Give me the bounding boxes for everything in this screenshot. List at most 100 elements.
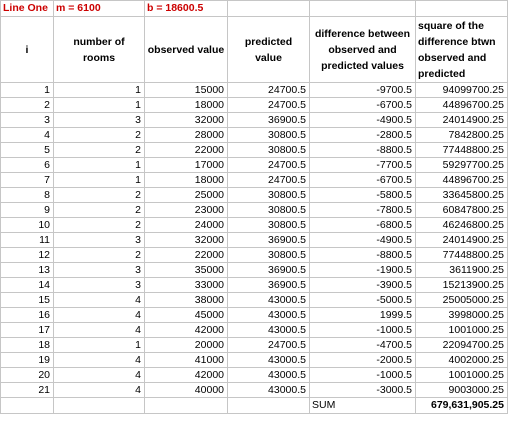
cell-predicted[interactable]: 30800.5 bbox=[227, 127, 310, 143]
cell-square[interactable]: 9003000.25 bbox=[415, 382, 508, 398]
cell-observed[interactable]: 33000 bbox=[144, 277, 228, 293]
header-square[interactable]: square of the difference btwn observed a… bbox=[415, 16, 508, 83]
cell-difference[interactable]: -6800.5 bbox=[309, 217, 416, 233]
cell-i[interactable]: 4 bbox=[0, 127, 54, 143]
cell-rooms[interactable]: 4 bbox=[53, 307, 145, 323]
cell-observed[interactable]: 32000 bbox=[144, 112, 228, 128]
cell-predicted[interactable]: 24700.5 bbox=[227, 82, 310, 98]
cell-rooms[interactable]: 2 bbox=[53, 142, 145, 158]
cell-square[interactable]: 77448800.25 bbox=[415, 247, 508, 263]
cell-i[interactable]: 16 bbox=[0, 307, 54, 323]
cell-difference[interactable]: -8800.5 bbox=[309, 247, 416, 263]
cell-predicted[interactable]: 24700.5 bbox=[227, 97, 310, 113]
cell-difference[interactable]: 1999.5 bbox=[309, 307, 416, 323]
cell-square[interactable]: 15213900.25 bbox=[415, 277, 508, 293]
cell-observed[interactable]: 45000 bbox=[144, 307, 228, 323]
cell-square[interactable]: 7842800.25 bbox=[415, 127, 508, 143]
cell-observed[interactable]: 22000 bbox=[144, 142, 228, 158]
sum-value[interactable]: 679,631,905.25 bbox=[415, 397, 508, 414]
header-predicted[interactable]: predicted value bbox=[227, 16, 310, 83]
cell-i[interactable]: 20 bbox=[0, 367, 54, 383]
cell-rooms[interactable]: 4 bbox=[53, 322, 145, 338]
header-i[interactable]: i bbox=[0, 16, 54, 83]
cell-difference[interactable]: -4900.5 bbox=[309, 232, 416, 248]
empty-cell[interactable] bbox=[227, 0, 310, 17]
cell-square[interactable]: 24014900.25 bbox=[415, 232, 508, 248]
cell-difference[interactable]: -1900.5 bbox=[309, 262, 416, 278]
cell-i[interactable]: 6 bbox=[0, 157, 54, 173]
slope-cell[interactable]: m = 6100 bbox=[53, 0, 145, 17]
intercept-cell[interactable]: b = 18600.5 bbox=[144, 0, 228, 17]
cell-predicted[interactable]: 43000.5 bbox=[227, 292, 310, 308]
header-rooms[interactable]: number of rooms bbox=[53, 16, 145, 83]
empty-cell[interactable] bbox=[227, 397, 310, 414]
cell-i[interactable]: 19 bbox=[0, 352, 54, 368]
cell-difference[interactable]: -8800.5 bbox=[309, 142, 416, 158]
cell-i[interactable]: 8 bbox=[0, 187, 54, 203]
sum-label[interactable]: SUM bbox=[309, 397, 416, 414]
cell-rooms[interactable]: 3 bbox=[53, 262, 145, 278]
cell-rooms[interactable]: 4 bbox=[53, 292, 145, 308]
cell-predicted[interactable]: 36900.5 bbox=[227, 112, 310, 128]
cell-predicted[interactable]: 30800.5 bbox=[227, 202, 310, 218]
empty-cell[interactable] bbox=[53, 397, 145, 414]
header-difference[interactable]: difference between observed and predicte… bbox=[309, 16, 416, 83]
cell-rooms[interactable]: 2 bbox=[53, 127, 145, 143]
cell-i[interactable]: 2 bbox=[0, 97, 54, 113]
cell-square[interactable]: 44896700.25 bbox=[415, 97, 508, 113]
cell-i[interactable]: 9 bbox=[0, 202, 54, 218]
cell-square[interactable]: 4002000.25 bbox=[415, 352, 508, 368]
cell-observed[interactable]: 20000 bbox=[144, 337, 228, 353]
cell-predicted[interactable]: 24700.5 bbox=[227, 157, 310, 173]
cell-rooms[interactable]: 3 bbox=[53, 112, 145, 128]
cell-rooms[interactable]: 2 bbox=[53, 217, 145, 233]
cell-square[interactable]: 77448800.25 bbox=[415, 142, 508, 158]
cell-predicted[interactable]: 43000.5 bbox=[227, 382, 310, 398]
cell-square[interactable]: 59297700.25 bbox=[415, 157, 508, 173]
cell-difference[interactable]: -9700.5 bbox=[309, 82, 416, 98]
cell-square[interactable]: 25005000.25 bbox=[415, 292, 508, 308]
cell-i[interactable]: 14 bbox=[0, 277, 54, 293]
cell-i[interactable]: 10 bbox=[0, 217, 54, 233]
cell-difference[interactable]: -7700.5 bbox=[309, 157, 416, 173]
cell-predicted[interactable]: 43000.5 bbox=[227, 367, 310, 383]
cell-square[interactable]: 22094700.25 bbox=[415, 337, 508, 353]
cell-i[interactable]: 12 bbox=[0, 247, 54, 263]
cell-square[interactable]: 1001000.25 bbox=[415, 322, 508, 338]
cell-rooms[interactable]: 2 bbox=[53, 187, 145, 203]
empty-cell[interactable] bbox=[144, 397, 228, 414]
cell-i[interactable]: 7 bbox=[0, 172, 54, 188]
cell-observed[interactable]: 25000 bbox=[144, 187, 228, 203]
cell-difference[interactable]: -2000.5 bbox=[309, 352, 416, 368]
cell-difference[interactable]: -5000.5 bbox=[309, 292, 416, 308]
cell-observed[interactable]: 32000 bbox=[144, 232, 228, 248]
cell-square[interactable]: 46246800.25 bbox=[415, 217, 508, 233]
cell-i[interactable]: 5 bbox=[0, 142, 54, 158]
cell-square[interactable]: 94099700.25 bbox=[415, 82, 508, 98]
cell-observed[interactable]: 42000 bbox=[144, 322, 228, 338]
cell-observed[interactable]: 22000 bbox=[144, 247, 228, 263]
cell-rooms[interactable]: 4 bbox=[53, 352, 145, 368]
cell-square[interactable]: 60847800.25 bbox=[415, 202, 508, 218]
cell-observed[interactable]: 24000 bbox=[144, 217, 228, 233]
cell-square[interactable]: 1001000.25 bbox=[415, 367, 508, 383]
cell-observed[interactable]: 38000 bbox=[144, 292, 228, 308]
cell-i[interactable]: 18 bbox=[0, 337, 54, 353]
cell-rooms[interactable]: 1 bbox=[53, 172, 145, 188]
cell-rooms[interactable]: 3 bbox=[53, 232, 145, 248]
cell-predicted[interactable]: 43000.5 bbox=[227, 352, 310, 368]
cell-predicted[interactable]: 36900.5 bbox=[227, 262, 310, 278]
cell-difference[interactable]: -6700.5 bbox=[309, 172, 416, 188]
cell-difference[interactable]: -3900.5 bbox=[309, 277, 416, 293]
cell-observed[interactable]: 42000 bbox=[144, 367, 228, 383]
line-label-cell[interactable]: Line One bbox=[0, 0, 54, 17]
cell-rooms[interactable]: 4 bbox=[53, 382, 145, 398]
cell-observed[interactable]: 15000 bbox=[144, 82, 228, 98]
cell-difference[interactable]: -1000.5 bbox=[309, 367, 416, 383]
cell-observed[interactable]: 41000 bbox=[144, 352, 228, 368]
cell-difference[interactable]: -1000.5 bbox=[309, 322, 416, 338]
cell-difference[interactable]: -5800.5 bbox=[309, 187, 416, 203]
cell-observed[interactable]: 18000 bbox=[144, 172, 228, 188]
cell-i[interactable]: 3 bbox=[0, 112, 54, 128]
cell-predicted[interactable]: 43000.5 bbox=[227, 307, 310, 323]
